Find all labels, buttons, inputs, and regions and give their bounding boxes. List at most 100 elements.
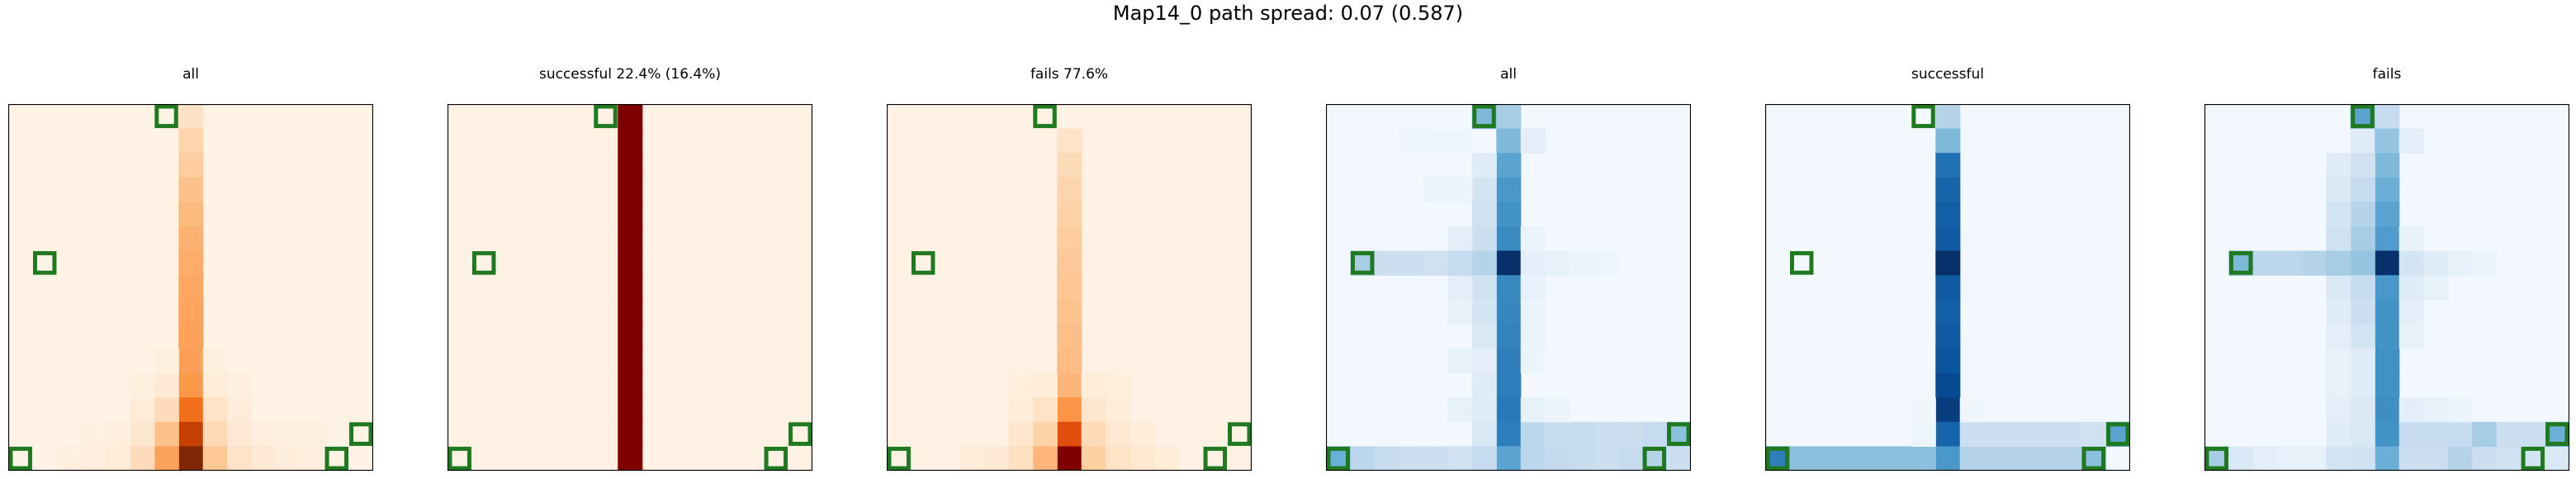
heatmap-cell [618,446,643,471]
heatmap-cell [2326,250,2351,276]
heatmap-cell [178,275,204,301]
heatmap-cell [1935,324,1961,349]
heatmap-cell [2398,446,2424,471]
heatmap-cell [1081,421,1106,447]
heatmap-cell [2375,275,2400,301]
heatmap-cell [1935,421,1961,447]
marker-square [2521,446,2545,471]
heatmap-cell [2375,421,2400,447]
heatmap-cell [1081,397,1106,423]
heatmap-cell [2398,421,2424,447]
heatmap-cell [1496,397,1522,423]
heatmap-cell [1471,324,1497,349]
heatmap-cell [1154,446,1180,471]
heatmap-cell [1935,104,1961,130]
heatmap-cell [1569,421,1594,447]
heatmap-panel-3 [887,104,1252,471]
heatmap-cell [1935,397,1961,423]
heatmap-cell [1838,446,1863,471]
heatmap-cell [2326,226,2351,252]
heatmap-cell [1471,226,1497,252]
heatmap-cell [1496,349,1522,374]
marker-square [1472,104,1496,129]
heatmap-cell [1520,128,1546,154]
heatmap-cell [1520,397,1546,423]
heatmap-cell [1471,421,1497,447]
heatmap-cell [2326,202,2351,227]
heatmap-cell [2301,446,2327,471]
heatmap-cell [2398,299,2424,325]
heatmap-cell [1959,446,1985,471]
heatmap-cell [2472,250,2498,276]
marker-square [2228,251,2253,275]
heatmap-cell [2350,128,2375,154]
heatmap-cell [1032,446,1058,471]
plot-frame [1326,104,1691,471]
heatmap-cell [1081,372,1106,398]
heatmap-cell [1496,275,1522,301]
heatmap-cell [1813,446,1839,471]
marker-square [1033,104,1057,129]
heatmap-cell [227,446,253,471]
heatmap-cell [2521,421,2546,447]
heatmap-cell [178,299,204,325]
heatmap-cell [2423,421,2449,447]
marker-square [471,251,496,275]
heatmap-cell [1057,153,1082,178]
heatmap-cell [1935,299,1961,325]
panel-title-2: successful 22.4% (16.4%) [538,66,722,83]
heatmap-cell [2375,177,2400,202]
heatmap-cell [2423,250,2449,276]
heatmap-cell [1399,128,1424,154]
heatmap-cell [2375,299,2400,325]
heatmap-cell [130,397,155,423]
heatmap-cell [1106,421,1131,447]
heatmap-cell [2326,349,2351,374]
heatmap-cell [81,421,107,447]
heatmap-cell [1520,349,1546,374]
heatmap-cell [2326,397,2351,423]
heatmap-cell [1106,397,1131,423]
heatmap-cell [2326,324,2351,349]
heatmap-cell [1032,421,1058,447]
heatmap-panel-1 [8,104,373,471]
heatmap-cell [618,128,643,154]
heatmap-cell [1057,275,1082,301]
heatmap-svg-6 [2204,104,2569,471]
heatmap-cell [1545,446,1570,471]
heatmap-cell [1935,250,1961,276]
marker-square [1911,104,1935,129]
heatmap-cell [2398,324,2424,349]
heatmap-cell [2375,153,2400,178]
heatmap-cell [1423,177,1448,202]
heatmap-cell [1959,397,1985,423]
heatmap-cell [2326,446,2351,471]
heatmap-cell [1447,299,1473,325]
heatmap-cell [1911,446,1936,471]
heatmap-cell [202,372,228,398]
figure-title: Map14_0 path spread: 0.07 (0.587) [1112,2,1464,25]
heatmap-cell [2375,446,2400,471]
heatmap-cell [1081,446,1106,471]
heatmap-cell [2447,421,2473,447]
heatmap-cell [1862,446,1887,471]
marker-square [349,422,373,446]
heatmap-cell [2545,446,2569,471]
heatmap-cell [618,153,643,178]
marker-square [1667,422,1691,446]
heatmap-cell [154,446,179,471]
heatmap-cell [1471,446,1497,471]
heatmap-cell [2350,177,2375,202]
heatmap-cell [1666,446,1691,471]
heatmap-cell [1935,153,1961,178]
heatmap-cell [1935,177,1961,202]
heatmap-cell [2350,202,2375,227]
heatmap-cell [2326,372,2351,398]
heatmap-cell [1374,250,1399,276]
heatmap-cell [2375,372,2400,398]
heatmap-cell [1008,446,1034,471]
heatmap-cell [154,372,179,398]
heatmap-cell [983,446,1009,471]
heatmap-cell [1569,250,1594,276]
marker-square [2204,446,2228,471]
